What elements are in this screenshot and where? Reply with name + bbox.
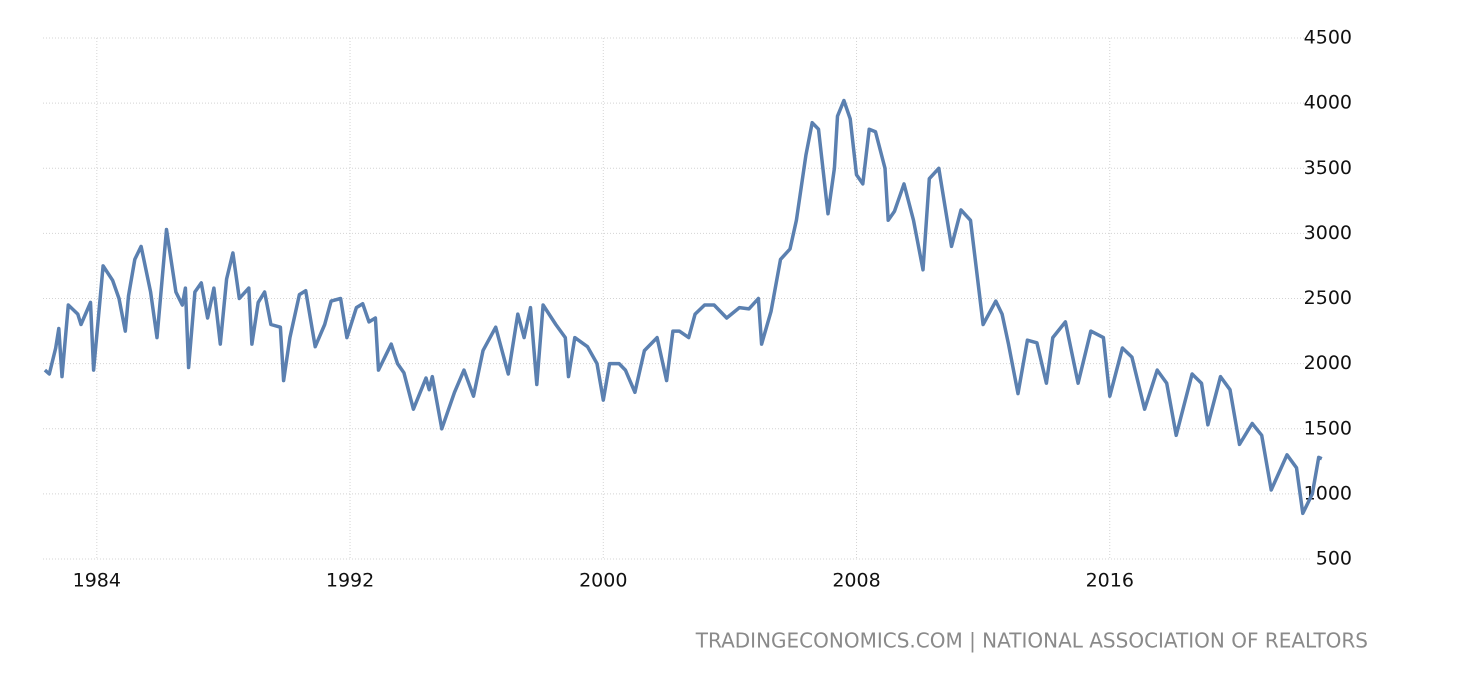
y-tick-label: 2000: [1304, 352, 1352, 374]
y-tick-label: 3500: [1304, 157, 1352, 179]
y-tick-label: 4500: [1304, 27, 1352, 49]
x-tick-label: 1984: [73, 570, 121, 592]
x-tick-label: 2016: [1086, 570, 1134, 592]
y-tick-label: 2500: [1304, 287, 1352, 309]
source: TRADINGECONOMICS.COM | NATIONAL ASSOCIAT…: [695, 629, 1368, 653]
x-tick-label: 2008: [832, 570, 880, 592]
y-tick-label: 1500: [1304, 417, 1352, 439]
y-tick-label: 3000: [1304, 222, 1352, 244]
y-tick-label: 1000: [1304, 482, 1352, 504]
line: [43, 98, 1323, 516]
x-tick-label: 2000: [579, 570, 627, 592]
y-tick-label: 500: [1316, 548, 1352, 570]
x-tick-label: 1992: [326, 570, 374, 592]
y-tick-label: 4000: [1304, 92, 1352, 114]
